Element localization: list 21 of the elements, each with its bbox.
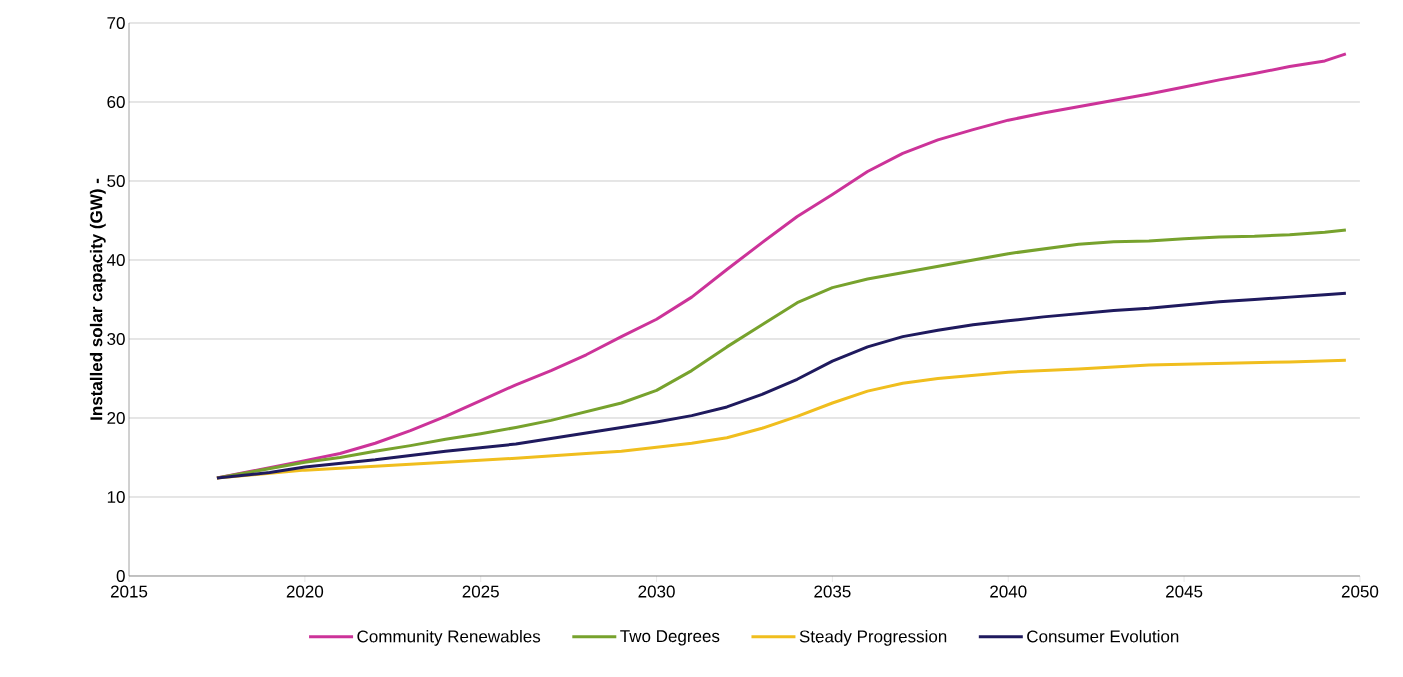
x-tick-label: 2030 bbox=[638, 585, 675, 598]
y-tick-label: 60 bbox=[107, 95, 125, 109]
y-tick-label: 40 bbox=[106, 253, 125, 267]
x-tick-label: 2050 bbox=[1341, 585, 1379, 598]
x-tick-label: 2015 bbox=[110, 585, 148, 598]
legend-label: Consumer Evolution bbox=[1027, 629, 1179, 643]
x-tick-label: 2025 bbox=[462, 585, 499, 598]
x-tick-label: 2040 bbox=[990, 585, 1027, 598]
x-tick-label: 2020 bbox=[286, 585, 324, 598]
y-tick-label: 70 bbox=[107, 16, 125, 30]
y-axis-title: Installed solar capacity (GW) - bbox=[89, 178, 106, 420]
y-tick-label: 20 bbox=[107, 411, 125, 425]
y-tick-label: 30 bbox=[107, 332, 125, 346]
y-tick-label: 50 bbox=[107, 174, 125, 188]
legend-label: Community Renewables bbox=[357, 629, 541, 646]
y-tick-label: 0 bbox=[116, 569, 125, 583]
y-tick-label: 10 bbox=[107, 490, 125, 504]
legend-label: Steady Progression bbox=[799, 629, 947, 646]
legend-label: Two Degrees bbox=[620, 630, 720, 646]
x-tick-label: 2045 bbox=[1166, 585, 1203, 598]
x-tick-label: 2035 bbox=[814, 585, 851, 598]
